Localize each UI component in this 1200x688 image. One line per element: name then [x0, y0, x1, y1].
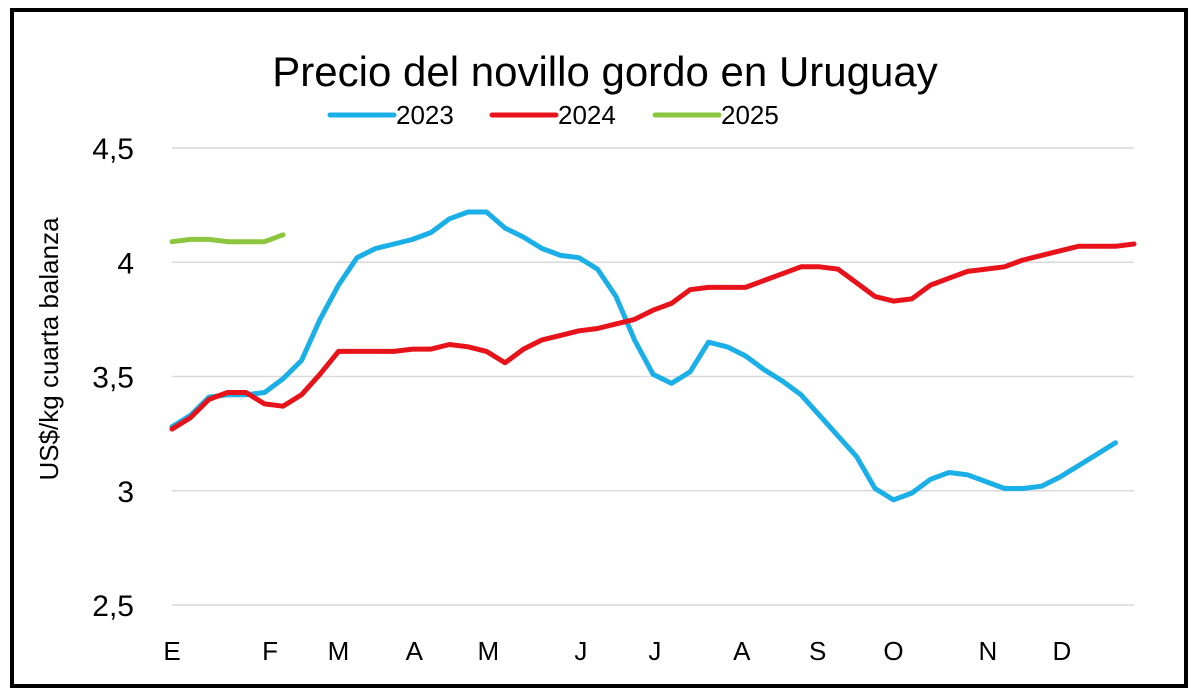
- x-tick-label: D: [1052, 636, 1071, 666]
- x-tick-label: N: [978, 636, 997, 666]
- legend-label-2025: 2025: [721, 100, 779, 130]
- series-line-2024: [169, 241, 1137, 432]
- series-line-2025: [169, 232, 286, 245]
- legend: 2023 2024 2025: [327, 100, 779, 130]
- series-lines: [169, 209, 1137, 503]
- x-tick-label: O: [883, 636, 903, 666]
- x-tick-label: J: [648, 636, 661, 666]
- x-tick-label: J: [574, 636, 587, 666]
- series-line-2023: [169, 209, 1118, 503]
- y-tick-label: 4,5: [92, 133, 134, 166]
- x-tick-label: M: [478, 636, 500, 666]
- x-tick-label: S: [809, 636, 826, 666]
- x-tick-label: M: [328, 636, 350, 666]
- x-tick-label: E: [163, 636, 180, 666]
- y-axis-label: US$/kg cuarta balanza: [34, 217, 64, 481]
- line-chart: 2,5 3 3,5 4 4,5 E F M A M J J A S O N D Precio del novi…: [34, 48, 1137, 666]
- legend-label-2023: 2023: [396, 100, 454, 130]
- x-tick-label: A: [733, 636, 751, 666]
- x-tick-label: A: [406, 636, 424, 666]
- legend-label-2024: 2024: [558, 100, 616, 130]
- chart-frame: 2,5 3 3,5 4 4,5 E F M A M J J A S O N D Precio del novi…: [10, 8, 1188, 688]
- y-tick-label: 4: [117, 247, 134, 280]
- y-tick-label: 2,5: [92, 590, 134, 623]
- x-tick-label: F: [262, 636, 278, 666]
- y-tick-label: 3: [117, 476, 134, 509]
- y-axis-ticks: 2,5 3 3,5 4 4,5: [92, 133, 134, 623]
- chart-title: Precio del novillo gordo en Uruguay: [272, 48, 937, 95]
- y-tick-label: 3,5: [92, 362, 134, 395]
